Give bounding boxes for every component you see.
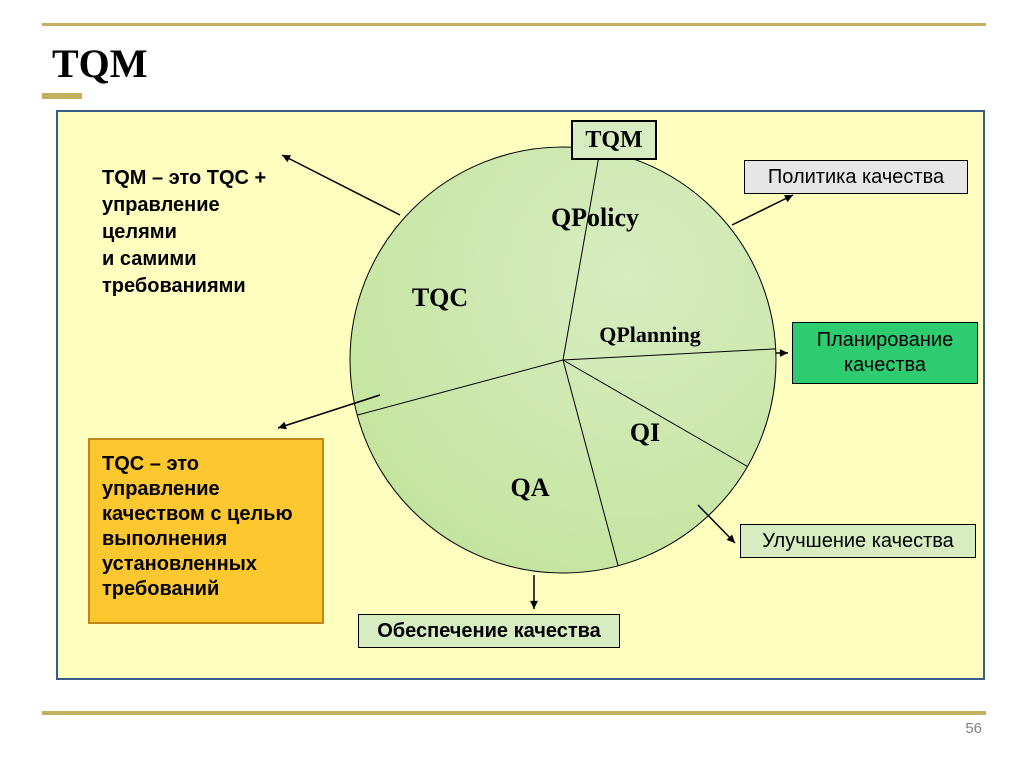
tqm-description-line: и самими <box>102 246 266 273</box>
slide-container: TQMTQCQPolicyQPlanningQIQATQMПолитика ка… <box>0 0 1024 767</box>
pie-label-tqc: TQC <box>360 283 520 313</box>
page-number: 56 <box>965 720 982 737</box>
arrow-tqc-to-text <box>282 155 400 215</box>
tqm-description-line: требованиями <box>102 273 266 300</box>
arrow-qi <box>698 505 735 543</box>
callout-qpolicy: Политика качества <box>744 160 968 194</box>
arrow-qpolicy <box>732 195 793 225</box>
arrow-qplanning <box>776 349 788 357</box>
callout-qi: Улучшение качества <box>740 524 976 558</box>
tqm-description-line: целями <box>102 219 266 246</box>
pie-label-qi: QI <box>565 418 725 448</box>
tqm-description: TQM – это TQC +управлениецелямии самимит… <box>102 165 266 300</box>
arrow-qa <box>530 575 538 609</box>
pie-label-qa: QA <box>450 473 610 503</box>
callout-qa: Обеспечение качества <box>358 614 620 648</box>
callout-qplanning: Планирование качества <box>792 322 978 384</box>
tqm-description-line: TQM – это TQC + <box>102 165 266 192</box>
tqm-description-line: управление <box>102 192 266 219</box>
pie-label-qpolicy: QPolicy <box>515 203 675 233</box>
callout-tqc: TQC – это управление качеством с целью в… <box>88 438 324 624</box>
tqm-box: TQM <box>571 120 657 160</box>
pie-label-qplanning: QPlanning <box>570 322 730 348</box>
